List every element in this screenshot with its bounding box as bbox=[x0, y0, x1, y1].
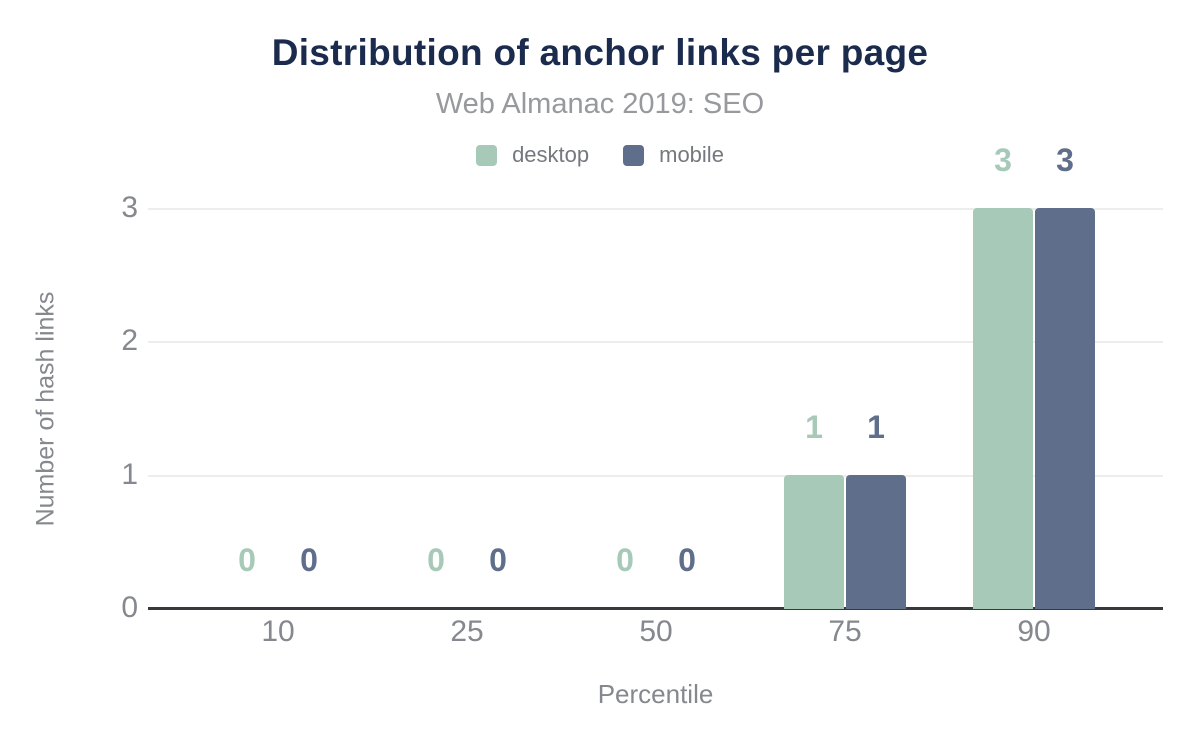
mobile-legend-swatch bbox=[623, 144, 645, 166]
value-label-desktop-p90: 3 bbox=[994, 142, 1012, 178]
x-axis-title: Percentile bbox=[597, 679, 714, 709]
x-tick-label-25: 25 bbox=[450, 615, 484, 648]
mobile-legend-label: mobile bbox=[659, 142, 724, 167]
chart-title: Distribution of anchor links per page bbox=[271, 32, 929, 73]
value-label-desktop-p50: 0 bbox=[616, 542, 634, 578]
x-axis-baseline bbox=[148, 607, 1163, 610]
x-tick-label-90: 90 bbox=[1017, 615, 1051, 648]
gridline-y2 bbox=[148, 341, 1163, 343]
bar-mobile-p90[interactable] bbox=[1035, 208, 1095, 609]
value-label-desktop-p75: 1 bbox=[805, 409, 823, 445]
value-label-mobile-p50: 0 bbox=[678, 542, 696, 578]
value-label-desktop-p25: 0 bbox=[427, 542, 445, 578]
chart-subtitle: Web Almanac 2019: SEO bbox=[435, 88, 765, 120]
gridline-y1 bbox=[148, 475, 1163, 477]
legend-item-desktop: desktop bbox=[476, 143, 589, 167]
value-label-mobile-p10: 0 bbox=[300, 542, 318, 578]
x-tick-label-75: 75 bbox=[828, 615, 862, 648]
desktop-legend-label: desktop bbox=[512, 142, 590, 167]
gridline-y3 bbox=[148, 208, 1163, 210]
legend: desktop mobile bbox=[0, 141, 1200, 169]
legend-item-mobile: mobile bbox=[623, 143, 724, 167]
bar-desktop-p90[interactable] bbox=[973, 208, 1033, 609]
y-tick-label-0: 0 bbox=[121, 591, 138, 624]
y-tick-label-2: 2 bbox=[121, 324, 138, 357]
x-tick-label-10: 10 bbox=[261, 615, 295, 648]
bar-mobile-p75[interactable] bbox=[846, 475, 906, 609]
value-label-mobile-p25: 0 bbox=[489, 542, 507, 578]
y-tick-label-3: 3 bbox=[121, 191, 138, 224]
y-tick-label-1: 1 bbox=[121, 458, 138, 491]
bar-desktop-p75[interactable] bbox=[784, 475, 844, 609]
value-label-mobile-p90: 3 bbox=[1056, 142, 1074, 178]
x-tick-label-50: 50 bbox=[639, 615, 673, 648]
desktop-legend-swatch bbox=[476, 144, 498, 166]
value-label-mobile-p75: 1 bbox=[867, 409, 885, 445]
value-label-desktop-p10: 0 bbox=[238, 542, 256, 578]
